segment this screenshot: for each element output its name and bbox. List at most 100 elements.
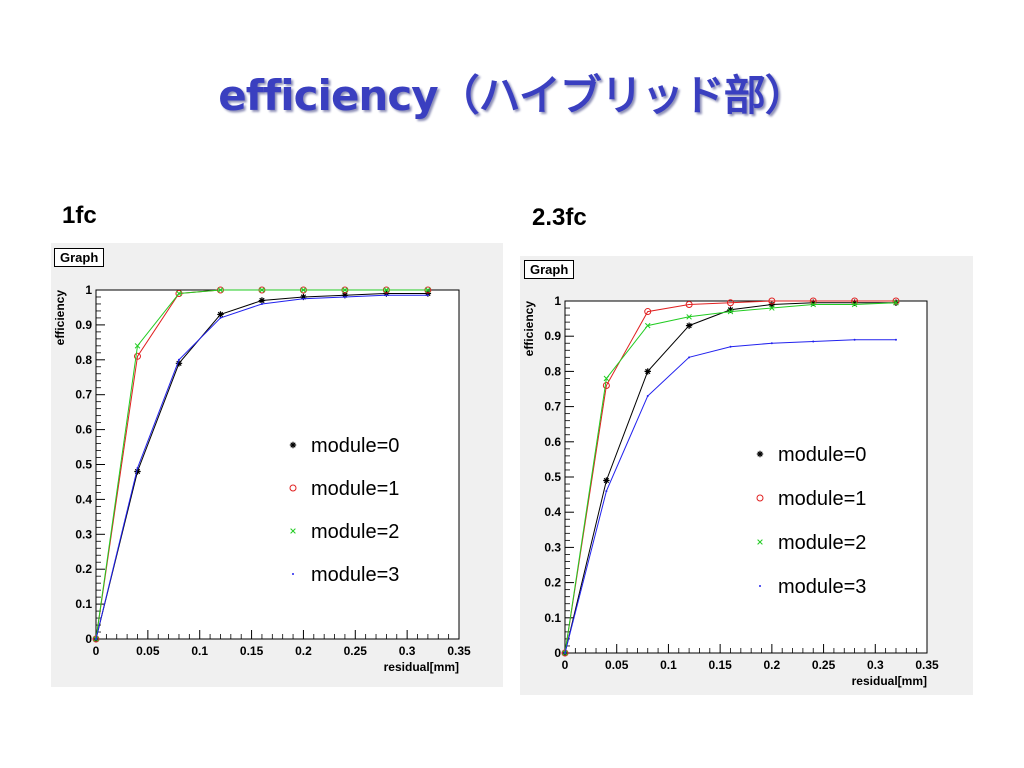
legend-label: module=1 xyxy=(311,478,399,500)
data-point xyxy=(385,294,388,297)
data-point xyxy=(564,652,566,654)
legend-label: module=3 xyxy=(311,564,399,586)
y-tick-label: 0 xyxy=(554,646,561,660)
panel-label-1fc: 1fc xyxy=(62,202,97,229)
series-module-3 xyxy=(564,338,897,654)
x-tick-label: 0.1 xyxy=(660,658,677,672)
data-point xyxy=(686,314,692,320)
x-tick-label: 0.35 xyxy=(915,658,939,672)
data-point xyxy=(217,311,224,318)
x-tick-label: 0.2 xyxy=(295,644,312,658)
x-tick-label: 0.3 xyxy=(867,658,884,672)
x-tick-label: 0.2 xyxy=(764,658,781,672)
data-point xyxy=(685,301,693,309)
data-point xyxy=(134,468,141,475)
y-tick-label: 0.5 xyxy=(75,458,92,472)
y-tick-label: 0.3 xyxy=(75,527,92,541)
y-tick-label: 0.5 xyxy=(544,470,561,484)
data-point xyxy=(729,345,732,348)
legend-label: module=0 xyxy=(311,435,399,457)
data-point xyxy=(603,477,610,484)
legend-marker xyxy=(289,441,297,449)
y-tick-label: 0.1 xyxy=(544,611,561,625)
x-tick-label: 0.1 xyxy=(191,644,208,658)
y-tick-label: 1 xyxy=(85,283,92,297)
graph-title-box: Graph xyxy=(524,260,575,279)
data-point xyxy=(300,287,307,293)
data-point xyxy=(383,287,390,293)
graph-title-box: Graph xyxy=(54,248,105,267)
x-tick-label: 0.05 xyxy=(605,658,629,672)
chart-svg-2-3fc: 0 0.05 0.1 0.15 0.2 0.25 0.3 0.35 0 0.1 0.2 0.3 0.4 0… xyxy=(522,294,939,688)
y-tick-label: 0.4 xyxy=(75,492,92,506)
data-point xyxy=(219,316,222,319)
data-point xyxy=(302,297,305,300)
data-point xyxy=(685,322,693,329)
data-point xyxy=(605,490,608,493)
chart-svg-1fc: 0 0.05 0.1 0.15 0.2 0.25 0.3 0.35 0 0.1 0.2 0.3 0.4 0… xyxy=(53,283,471,674)
data-point xyxy=(603,375,610,382)
y-axis-label: efficiency xyxy=(53,290,67,346)
data-point xyxy=(343,295,346,298)
data-point xyxy=(176,290,182,297)
data-point xyxy=(646,395,649,398)
series-module-2 xyxy=(562,300,899,656)
panel-label-2-3fc: 2.3fc xyxy=(532,204,587,231)
legend-marker xyxy=(756,450,764,458)
x-axis-label: residual[mm] xyxy=(852,674,927,688)
legend-label: module=1 xyxy=(778,488,866,510)
data-point xyxy=(258,297,266,304)
legend-marker xyxy=(759,585,761,587)
x-axis-label: residual[mm] xyxy=(384,660,459,674)
data-point xyxy=(644,308,652,316)
y-tick-label: 0.8 xyxy=(544,364,561,378)
legend-marker xyxy=(289,484,297,492)
data-point xyxy=(133,352,141,360)
data-point xyxy=(853,338,856,341)
data-point xyxy=(134,343,141,349)
data-point xyxy=(341,292,349,299)
y-tick-label: 0 xyxy=(85,632,92,646)
y-tick-label: 0.2 xyxy=(544,576,561,590)
data-point xyxy=(726,299,734,307)
y-tick-label: 1 xyxy=(554,294,561,308)
x-tick-label: 0.05 xyxy=(136,644,160,658)
data-point xyxy=(644,368,651,375)
data-point xyxy=(136,466,139,469)
data-point xyxy=(892,297,900,305)
series-module-0 xyxy=(561,299,900,657)
y-tick-label: 0.6 xyxy=(75,423,92,437)
x-tick-label: 0.25 xyxy=(344,644,368,658)
y-tick-label: 0.9 xyxy=(544,329,561,343)
chart-panel-2-3fc: 0 0.05 0.1 0.15 0.2 0.25 0.3 0.35 0 0.1 0.2 0.3 0.4 0… xyxy=(520,256,973,695)
data-point xyxy=(893,300,899,306)
legend-marker xyxy=(757,539,763,545)
chart-panel-1fc: 0 0.05 0.1 0.15 0.2 0.25 0.3 0.35 0 0.1 0.2 0.3 0.4 0… xyxy=(51,243,503,687)
data-point xyxy=(260,302,263,305)
legend-marker xyxy=(756,494,764,502)
y-tick-label: 0.6 xyxy=(544,435,561,449)
data-point xyxy=(812,340,815,343)
data-point xyxy=(810,301,816,308)
slide-title: efficiency（ハイブリッド部） xyxy=(218,71,807,120)
data-point xyxy=(602,381,610,389)
x-tick-label: 0.15 xyxy=(708,658,732,672)
x-tick-label: 0 xyxy=(562,658,569,672)
data-point xyxy=(342,287,348,293)
legend-marker xyxy=(292,573,294,575)
data-point xyxy=(769,305,775,311)
data-point xyxy=(810,299,817,306)
data-point xyxy=(770,342,773,345)
x-tick-label: 0.3 xyxy=(399,644,416,658)
data-point xyxy=(768,297,776,305)
data-point xyxy=(644,322,651,329)
y-axis-label: efficiency xyxy=(522,301,536,357)
data-point xyxy=(175,360,183,367)
data-point xyxy=(177,358,180,361)
x-tick-label: 0.35 xyxy=(447,644,471,658)
data-point xyxy=(727,308,734,315)
legend-label: module=3 xyxy=(778,576,866,598)
legend-label: module=2 xyxy=(778,532,866,554)
plot-area xyxy=(564,300,928,654)
plot-area xyxy=(95,289,460,640)
